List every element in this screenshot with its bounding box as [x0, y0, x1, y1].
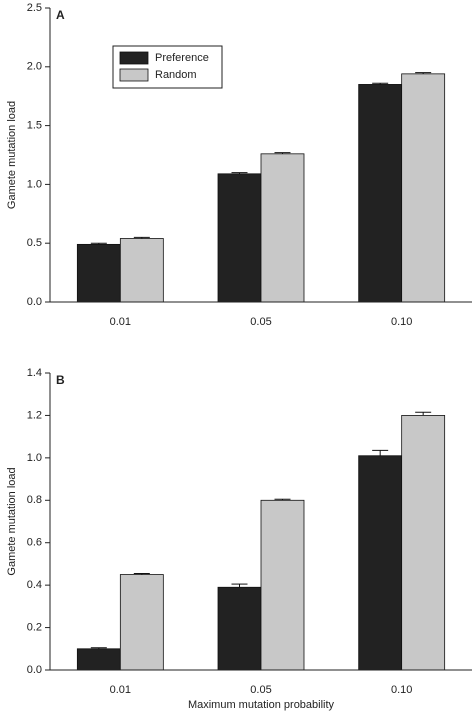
y-tick-label: 2.0 [27, 61, 42, 73]
bar [76, 648, 121, 671]
x-tick-label: 0.05 [250, 316, 271, 328]
y-tick-label: 0.8 [27, 494, 42, 506]
x-tick-label: 0.01 [110, 684, 131, 696]
legend-label: Random [155, 69, 197, 81]
error-bar [415, 72, 432, 74]
legend-label: Preference [155, 52, 209, 64]
bar [358, 84, 403, 303]
error-bar [415, 411, 432, 416]
error-bar [274, 152, 291, 154]
x-tick-label: 0.10 [391, 316, 412, 328]
error-bar [231, 172, 248, 174]
x-tick-label: 0.05 [250, 684, 271, 696]
bar [358, 455, 403, 671]
bar [76, 243, 121, 303]
error-bar [372, 449, 389, 456]
error-bar [90, 647, 107, 649]
error-bar [372, 82, 389, 85]
y-tick-label: 1.4 [27, 367, 42, 379]
bar [119, 238, 164, 303]
bar [217, 173, 262, 303]
bar [260, 153, 305, 303]
x-axis-label: Maximum mutation probability [188, 699, 335, 711]
panel-label: B [56, 373, 65, 387]
panel-label: A [56, 8, 65, 22]
legend-swatch [119, 51, 149, 65]
y-tick-label: 1.0 [27, 452, 42, 464]
y-tick-label: 0.4 [27, 579, 42, 591]
bar [260, 499, 305, 671]
error-bar [274, 498, 291, 501]
y-tick-label: 1.0 [27, 178, 42, 190]
bar [217, 586, 262, 671]
bar [119, 574, 164, 671]
y-tick-label: 2.5 [27, 2, 42, 14]
error-bar [133, 572, 150, 575]
y-axis-label: Gamete mutation load [6, 467, 18, 575]
y-tick-label: 0.0 [27, 296, 42, 308]
y-tick-label: 1.5 [27, 120, 42, 132]
y-tick-label: 0.6 [27, 537, 42, 549]
y-tick-label: 0.0 [27, 664, 42, 676]
y-axis-label: Gamete mutation load [6, 101, 18, 209]
error-bar [90, 242, 107, 245]
error-bar [231, 583, 248, 588]
x-tick-label: 0.01 [110, 316, 131, 328]
bar [401, 415, 446, 671]
bar [401, 73, 446, 303]
y-tick-label: 0.2 [27, 621, 42, 633]
legend-swatch [119, 68, 149, 82]
y-tick-label: 1.2 [27, 409, 42, 421]
x-tick-label: 0.10 [391, 684, 412, 696]
error-bar [133, 236, 150, 239]
y-tick-label: 0.5 [27, 237, 42, 249]
